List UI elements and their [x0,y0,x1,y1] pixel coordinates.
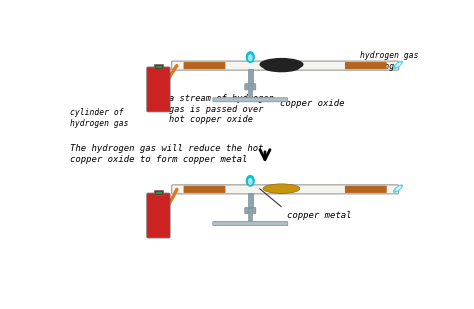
Bar [248,193,253,208]
Ellipse shape [248,178,253,185]
FancyBboxPatch shape [147,193,170,238]
FancyBboxPatch shape [345,62,387,69]
Ellipse shape [395,186,401,191]
Ellipse shape [259,58,303,71]
Text: hydrogen gas
burning: hydrogen gas burning [360,51,419,71]
FancyBboxPatch shape [213,98,288,102]
Bar [248,208,252,222]
Bar [248,69,253,85]
Text: cylinder of
hydrogen gas: cylinder of hydrogen gas [70,108,129,128]
Bar [248,85,252,98]
FancyBboxPatch shape [183,186,226,193]
Ellipse shape [395,62,401,67]
FancyBboxPatch shape [172,185,399,194]
Bar [154,64,163,69]
Ellipse shape [248,54,253,61]
Ellipse shape [263,63,300,72]
Text: copper oxide: copper oxide [280,99,344,108]
FancyBboxPatch shape [245,84,256,90]
Ellipse shape [246,51,255,63]
Ellipse shape [393,184,403,193]
FancyBboxPatch shape [183,62,226,69]
FancyBboxPatch shape [147,67,170,112]
Text: The hydrogen gas will reduce the hot
copper oxide to form copper metal: The hydrogen gas will reduce the hot cop… [70,144,264,163]
Bar [155,191,162,194]
FancyBboxPatch shape [172,61,399,70]
Text: a stream of hydrogen
gas is passed over
hot copper oxide: a stream of hydrogen gas is passed over … [169,94,274,124]
Bar [154,190,163,195]
Bar [155,65,162,68]
FancyBboxPatch shape [245,207,256,214]
Ellipse shape [393,61,403,69]
Ellipse shape [263,184,300,193]
FancyBboxPatch shape [345,186,387,193]
Text: copper metal: copper metal [287,211,352,220]
FancyBboxPatch shape [213,222,288,226]
Ellipse shape [246,175,255,187]
